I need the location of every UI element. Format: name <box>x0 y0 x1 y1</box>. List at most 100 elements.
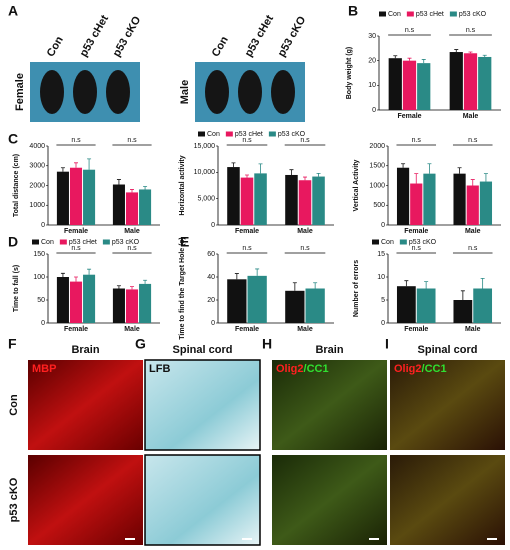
bar <box>463 53 478 110</box>
bar <box>285 174 298 225</box>
error-bar <box>258 163 263 174</box>
error-bar <box>234 273 239 280</box>
genotype-label: p53 cHet <box>243 13 276 59</box>
y-axis-label: Vertical Activity <box>353 159 360 211</box>
genotype-label: Con <box>210 34 231 59</box>
legend-swatch <box>406 11 414 17</box>
y-tick-label: 0 <box>381 222 385 229</box>
mouse <box>238 70 262 114</box>
x-tick-label: Female <box>64 228 88 235</box>
histology-title: Brain <box>315 344 343 356</box>
y-tick-label: 50 <box>37 297 45 304</box>
significance-label: n.s <box>300 245 310 252</box>
error-bar <box>421 59 426 64</box>
panel-letter: D <box>8 234 18 250</box>
bar <box>139 189 152 225</box>
significance-label: n.s <box>466 27 476 34</box>
x-tick-label: Female <box>397 113 421 120</box>
panel-letter: E <box>180 234 189 250</box>
histology-title: Brain <box>71 344 99 356</box>
error-bar <box>143 279 148 284</box>
y-axis-label: Time to fall (s) <box>13 265 20 312</box>
significance-label: n.s <box>242 137 252 144</box>
bar <box>139 283 152 323</box>
significance-label: n.s <box>300 137 310 144</box>
bar <box>410 183 423 225</box>
bar <box>402 60 417 110</box>
y-axis-label: Total distance (cm) <box>13 154 20 217</box>
legend-label: Con <box>41 239 54 246</box>
scale-bar <box>125 538 135 540</box>
error-bar <box>414 173 419 184</box>
panel-letter: H <box>262 336 272 352</box>
y-tick-label: 0 <box>211 320 215 327</box>
error-bar <box>245 174 249 178</box>
bar <box>416 288 436 323</box>
bar <box>396 286 416 323</box>
bar <box>254 173 267 225</box>
error-bar <box>60 167 65 172</box>
legend-label: p53 cHet <box>416 11 444 18</box>
significance-label: n.s <box>412 245 422 252</box>
y-tick-label: 40 <box>207 274 215 281</box>
bar <box>449 52 463 110</box>
y-tick-label: 150 <box>33 251 45 258</box>
legend-swatch <box>225 131 233 137</box>
stain-label: Olig2/CC1 <box>276 363 329 375</box>
legend-swatch <box>59 239 67 245</box>
bar <box>125 192 139 225</box>
significance-label: n.s <box>127 137 137 144</box>
stain-part: /CC1 <box>304 363 329 375</box>
significance-label: n.s <box>127 245 137 252</box>
stain-part: MBP <box>32 363 56 375</box>
bar <box>478 56 492 110</box>
bar <box>473 288 493 323</box>
error-bar <box>116 285 121 289</box>
bar <box>240 177 254 225</box>
y-tick-label: 5 <box>381 297 385 304</box>
panel-letter: F <box>8 336 17 352</box>
bar <box>56 171 69 225</box>
bar <box>227 167 240 225</box>
x-tick-label: Male <box>297 326 313 333</box>
y-tick-label: 10 <box>368 82 376 89</box>
y-tick-label: 10,000 <box>194 169 216 176</box>
x-tick-label: Female <box>404 228 428 235</box>
bar <box>423 173 436 225</box>
legend-swatch <box>32 239 39 245</box>
genotype-label: Con <box>45 34 66 59</box>
row-label: Con <box>8 394 20 416</box>
y-axis-label: Time to find the Target Hole (s) <box>179 237 186 339</box>
scale-bar <box>487 538 497 540</box>
error-bar <box>116 179 121 185</box>
stain-part: Olig2 <box>276 363 304 375</box>
bar <box>305 288 325 323</box>
error-bar <box>470 179 475 186</box>
histology-image <box>390 360 505 450</box>
error-bar <box>480 277 485 289</box>
error-bar <box>303 176 307 181</box>
y-tick-label: 20 <box>207 297 215 304</box>
panel-letter: C <box>8 131 18 147</box>
stain-label: MBP <box>32 363 56 375</box>
y-tick-label: 0 <box>372 107 376 114</box>
legend-label: p53 cKO <box>459 11 487 18</box>
x-tick-label: Female <box>404 326 428 333</box>
error-bar <box>87 268 92 275</box>
y-tick-label: 4000 <box>29 143 45 150</box>
error-bar <box>404 280 409 287</box>
error-bar <box>74 162 78 168</box>
y-tick-label: 5,000 <box>197 196 215 203</box>
error-bar <box>401 163 406 168</box>
legend-label: Con <box>207 131 220 138</box>
significance-label: n.s <box>71 245 81 252</box>
x-tick-label: Male <box>297 228 313 235</box>
error-bar <box>393 55 398 59</box>
error-bar <box>60 272 65 277</box>
legend-swatch <box>449 11 457 17</box>
x-tick-label: Female <box>235 228 259 235</box>
stain-part: LFB <box>149 363 170 375</box>
y-tick-label: 0 <box>381 320 385 327</box>
legend-label: p53 cHet <box>69 239 97 246</box>
